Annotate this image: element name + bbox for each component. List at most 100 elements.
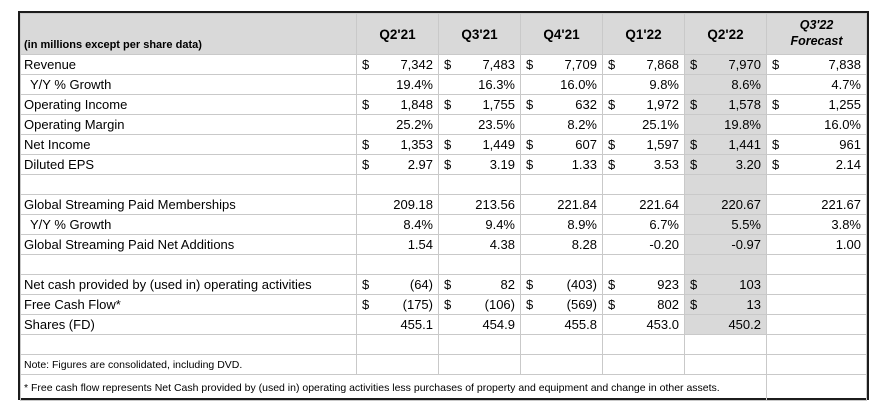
data-cell: [684, 254, 767, 275]
cell-value: (403): [566, 277, 597, 292]
forecast-word-label: Forecast: [790, 34, 843, 48]
table-row: Global Streaming Paid Net Additions 1.54 4…: [20, 234, 867, 255]
data-cell: $7,838: [766, 54, 867, 75]
currency-symbol: $: [690, 277, 698, 292]
data-cell: [356, 354, 439, 375]
data-cell: [520, 334, 603, 355]
currency-symbol: $: [608, 157, 616, 172]
data-cell: $1,353: [356, 134, 439, 155]
forecast-quarter-label: Q3'22: [799, 18, 834, 33]
currency-symbol: $: [772, 137, 780, 152]
data-cell: [356, 334, 439, 355]
currency-symbol: $: [526, 97, 534, 112]
data-cell: [602, 174, 685, 195]
row-label: Operating Margin: [20, 114, 357, 135]
data-cell: 221.84: [520, 194, 603, 215]
data-cell: [356, 174, 439, 195]
cell-value: 3.20: [735, 157, 761, 172]
data-cell: $7,342: [356, 54, 439, 75]
cell-value: 1,755: [482, 97, 515, 112]
data-cell: 453.0: [602, 314, 685, 335]
data-cell: 6.7%: [602, 214, 685, 235]
data-cell: $1.33: [520, 154, 603, 175]
data-cell: $923: [602, 274, 685, 295]
data-cell: $82: [438, 274, 521, 295]
footnote-text: * Free cash flow represents Net Cash pro…: [20, 374, 767, 401]
note-text: Note: Figures are consolidated, includin…: [20, 354, 357, 375]
currency-symbol: $: [362, 137, 370, 152]
row-label: Y/Y % Growth: [20, 74, 357, 95]
data-cell: [684, 334, 767, 355]
data-cell: 8.6%: [684, 74, 767, 95]
cell-value: 1,578: [728, 97, 761, 112]
currency-symbol: $: [444, 277, 452, 292]
empty-row-label: [20, 174, 357, 195]
data-cell: [520, 354, 603, 375]
cell-value: 7,483: [482, 57, 515, 72]
table-row: [20, 174, 867, 195]
data-cell: $1,597: [602, 134, 685, 155]
data-cell: $7,483: [438, 54, 521, 75]
data-cell: $3.19: [438, 154, 521, 175]
cell-value: 13: [746, 297, 761, 312]
table-header: (in millions except per share data) Q2'2…: [20, 13, 867, 55]
cell-value: 2.97: [407, 157, 433, 172]
currency-symbol: $: [444, 137, 452, 152]
cell-value: 2.14: [835, 157, 861, 172]
row-label: Net cash provided by (used in) operating…: [20, 274, 357, 295]
cell-value: (175): [402, 297, 433, 312]
table-row: Free Cash Flow* $ (175) $ (106) $ (569) $802 $13: [20, 294, 867, 315]
currency-symbol: $: [608, 57, 616, 72]
currency-symbol: $: [772, 157, 780, 172]
data-cell: [684, 174, 767, 195]
currency-symbol: $: [444, 157, 452, 172]
currency-symbol: $: [690, 137, 698, 152]
data-cell: 25.1%: [602, 114, 685, 135]
data-cell: 9.8%: [602, 74, 685, 95]
data-cell: $1,578: [684, 94, 767, 115]
data-cell: $1,441: [684, 134, 767, 155]
data-cell: 454.9: [438, 314, 521, 335]
cell-value: 1,441: [728, 137, 761, 152]
table-row: [20, 334, 867, 355]
column-header-q321: Q3'21: [438, 13, 521, 55]
table-row: Operating Margin 25.2% 23.5% 8.2% 25.1% 19.8%…: [20, 114, 867, 135]
cell-value: 7,868: [646, 57, 679, 72]
data-cell: [520, 174, 603, 195]
table-row: * Free cash flow represents Net Cash pro…: [20, 374, 867, 401]
currency-symbol: $: [526, 157, 534, 172]
data-cell: -0.97: [684, 234, 767, 255]
data-cell: [766, 314, 867, 335]
data-cell: $3.53: [602, 154, 685, 175]
table-row: Net Income $1,353 $1,449 $607 $1,597 $1,441 $9…: [20, 134, 867, 155]
cell-value: 1,848: [400, 97, 433, 112]
empty-row-label: [20, 254, 357, 275]
cell-value: 923: [657, 277, 679, 292]
row-label: Shares (FD): [20, 314, 357, 335]
header-row: (in millions except per share data) Q2'2…: [20, 13, 867, 55]
data-cell: 4.7%: [766, 74, 867, 95]
data-cell: $2.97: [356, 154, 439, 175]
data-cell: 19.4%: [356, 74, 439, 95]
data-cell: $632: [520, 94, 603, 115]
data-cell: [602, 254, 685, 275]
data-cell: [520, 254, 603, 275]
currency-symbol: $: [526, 277, 534, 292]
data-cell: 25.2%: [356, 114, 439, 135]
data-cell: 4.38: [438, 234, 521, 255]
table-row: Y/Y % Growth 19.4% 16.3% 16.0% 9.8% 8.6% 4.7%: [20, 74, 867, 95]
data-cell: 450.2: [684, 314, 767, 335]
table-row: Net cash provided by (used in) operating…: [20, 274, 867, 295]
data-cell: 8.2%: [520, 114, 603, 135]
data-cell: $7,868: [602, 54, 685, 75]
data-cell: 221.67: [766, 194, 867, 215]
data-cell: $1,972: [602, 94, 685, 115]
row-label: Net Income: [20, 134, 357, 155]
cell-value: 961: [839, 137, 861, 152]
data-cell: $802: [602, 294, 685, 315]
row-label: Diluted EPS: [20, 154, 357, 175]
data-cell: $1,449: [438, 134, 521, 155]
data-cell: $103: [684, 274, 767, 295]
data-cell: [766, 354, 867, 375]
data-cell: $ (403): [520, 274, 603, 295]
